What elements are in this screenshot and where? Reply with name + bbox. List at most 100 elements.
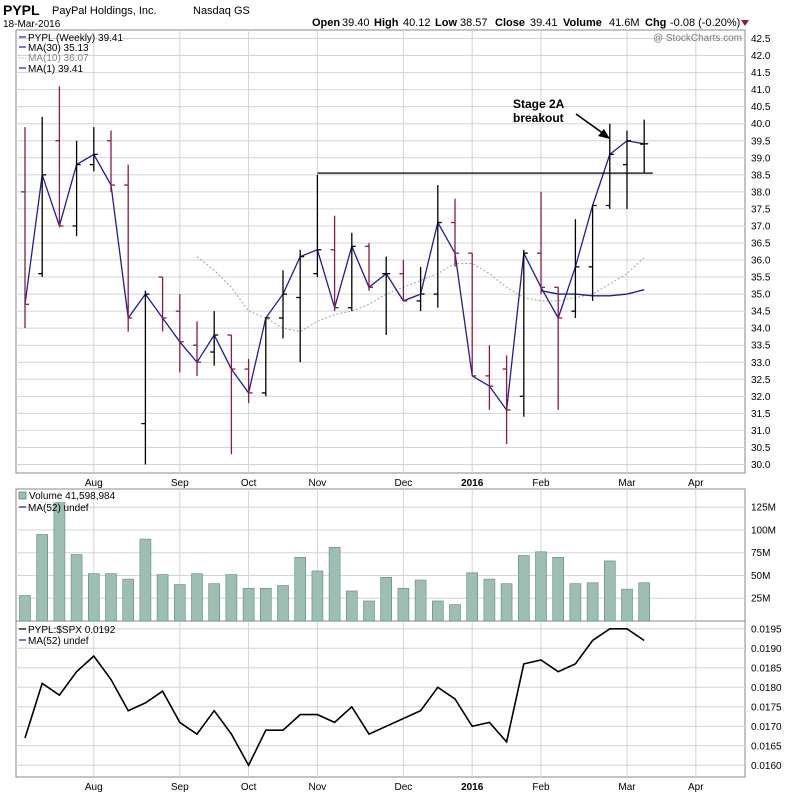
ohlc-bar <box>193 321 201 376</box>
ohlc-bar <box>244 358 253 404</box>
ratio-line <box>24 627 645 768</box>
annotation-arrow-head-icon <box>598 129 610 139</box>
price-y-tick-label: 30.0 <box>751 460 771 471</box>
ohlc-bar <box>605 123 614 209</box>
ohlc-bar <box>433 185 442 308</box>
stockcharts-watermark: @ StockCharts.com <box>653 33 742 44</box>
ratio-x-tick-label: 2016 <box>461 782 484 793</box>
price-y-tick-label: 37.5 <box>751 204 771 215</box>
ohlc-bar <box>485 345 494 410</box>
ohlc-bar <box>124 164 133 332</box>
volume-y-tick-label: 50M <box>751 571 770 582</box>
ratio-legend: PYPL:$SPX 0.0192 MA(52) undef <box>19 625 116 647</box>
ratio-x-tick-label: Feb <box>532 782 550 793</box>
volume-bar <box>535 551 547 622</box>
ratio-x-tick-label: Dec <box>395 782 413 793</box>
volume-bar <box>191 573 203 622</box>
volume-bar <box>414 579 427 622</box>
ohlc-bar <box>451 198 459 267</box>
price-y-tick-label: 34.5 <box>751 307 771 318</box>
volume-bar <box>70 554 83 622</box>
change-value: -0.08 (-0.20%) <box>670 17 740 29</box>
ohlc-bar <box>279 270 287 339</box>
price-x-tick-label: Dec <box>395 478 413 489</box>
ratio-y-tick-label: 0.0175 <box>751 702 782 713</box>
ratio-x-tick-label: Mar <box>618 782 636 793</box>
ratio-x-tick-label: Apr <box>688 782 704 793</box>
price-y-tick-label: 42.5 <box>751 34 771 45</box>
legend-ma1-label: MA(1) 39.41 <box>28 64 83 75</box>
high-value: 40.12 <box>403 17 431 29</box>
volume-bar <box>277 585 289 622</box>
volume-bar <box>638 582 651 622</box>
close-value: 39.41 <box>530 17 558 29</box>
ohlc-bar <box>72 140 81 237</box>
price-y-tick-label: 39.0 <box>751 153 771 164</box>
ratio-y-tick-label: 0.0195 <box>751 624 782 635</box>
legend-vol-ma-label: MA(52) undef <box>28 503 89 514</box>
legend-volume-label: Volume 41,598,984 <box>29 491 116 502</box>
volume-legend: Volume 41,598,984 MA(52) undef <box>18 491 116 514</box>
volume-bar <box>517 555 530 622</box>
ratio-y-tick-label: 0.0185 <box>751 663 782 674</box>
volume-bar <box>311 570 324 622</box>
volume-bar <box>53 502 66 622</box>
ohlc-bar <box>365 242 373 291</box>
ohlc-bar <box>210 311 219 366</box>
price-y-tick-label: 34.0 <box>751 324 771 335</box>
change-down-arrow-icon <box>741 20 749 26</box>
exchange-name: Nasdaq GS <box>193 5 250 17</box>
price-y-tick-label: 33.5 <box>751 341 771 352</box>
volume-bar <box>208 583 220 622</box>
annotation-line-1: Stage 2A <box>513 97 565 111</box>
ohlc-bar <box>623 130 631 209</box>
low-label: Low <box>435 17 457 29</box>
breakout-annotation: Stage 2A breakout <box>513 97 610 139</box>
price-x-tick-label: Feb <box>532 478 550 489</box>
axis-labels: Aug Aug Sep Sep Oct Oct Nov Nov Dec Dec 2016 2016 Fe… <box>85 34 782 793</box>
price-y-tick-label: 32.0 <box>751 392 771 403</box>
volume-bar <box>174 584 186 622</box>
price-y-tick-label: 39.5 <box>751 136 771 147</box>
legend-ma10-label: MA(10) 36.07 <box>28 53 89 64</box>
price-y-tick-label: 33.0 <box>751 358 771 369</box>
volume-bar <box>242 587 255 622</box>
open-value: 39.40 <box>342 17 370 29</box>
price-y-tick-label: 38.0 <box>751 187 771 198</box>
legend-ratio-label: PYPL:$SPX 0.0192 <box>28 625 116 636</box>
ohlc-bar <box>382 256 391 335</box>
close-label: Close <box>495 17 525 29</box>
volume-bar <box>156 574 169 622</box>
ratio-series-line <box>24 627 645 768</box>
price-y-tick-label: 37.0 <box>751 221 771 232</box>
volume-bar <box>105 573 117 622</box>
volume-y-tick-label: 75M <box>751 548 770 559</box>
change-label: Chg <box>645 17 666 29</box>
price-y-tick-label: 40.0 <box>751 119 771 130</box>
ohlc-bar <box>640 119 649 173</box>
price-y-tick-label: 38.5 <box>751 170 771 181</box>
volume-bar <box>328 546 341 622</box>
price-y-tick-label: 31.5 <box>751 409 771 420</box>
legend-price-label: PYPL (Weekly) 39.41 <box>28 33 123 44</box>
volume-bar <box>363 600 375 622</box>
ohlc-bar <box>175 294 184 373</box>
volume-y-tick-label: 25M <box>751 594 770 605</box>
price-panel <box>15 29 746 474</box>
ohlc-bar <box>141 290 150 465</box>
price-y-tick-label: 41.0 <box>751 85 771 96</box>
volume-bar <box>431 600 444 622</box>
legend-ratio-ma-label: MA(52) undef <box>28 636 89 647</box>
annotation-line-2: breakout <box>513 111 564 125</box>
ohlc-bar <box>347 232 356 312</box>
volume-bar <box>569 583 582 622</box>
price-y-tick-label: 36.5 <box>751 238 771 249</box>
price-y-tick-label: 31.0 <box>751 426 771 437</box>
price-x-tick-label: Mar <box>618 478 636 489</box>
quote-summary: Open 39.40 High 40.12 Low 38.57 Close 39… <box>312 17 749 29</box>
ohlc-bar <box>330 215 339 312</box>
legend-ma30-label: MA(30) 35.13 <box>28 43 89 54</box>
volume-bar <box>88 573 100 622</box>
ratio-y-tick-label: 0.0190 <box>751 644 782 655</box>
